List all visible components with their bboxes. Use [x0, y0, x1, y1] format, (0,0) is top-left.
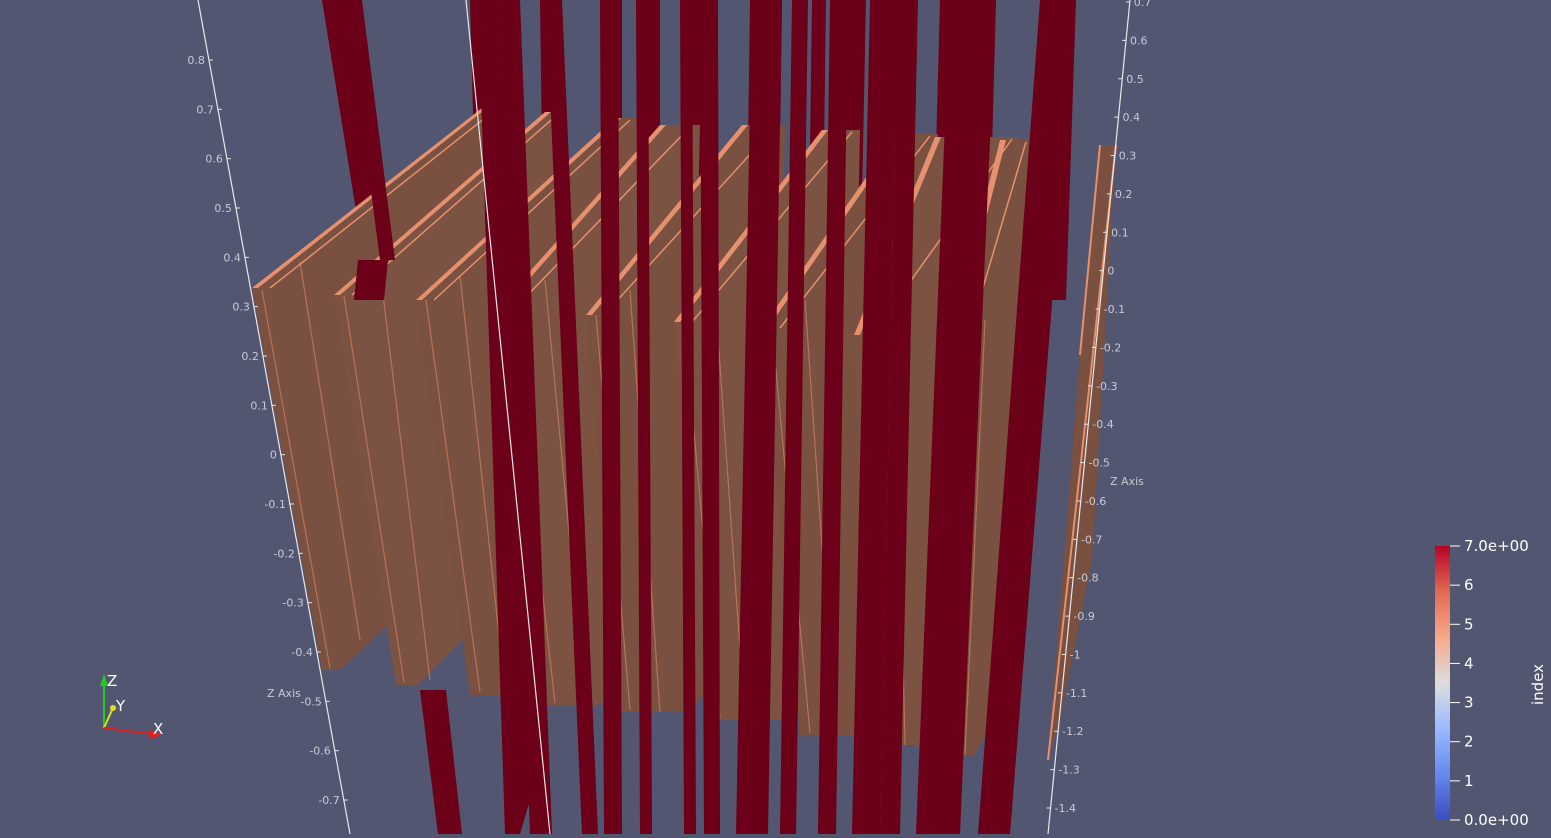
- orientation-x-label: X: [153, 720, 163, 738]
- left-axis-tick-label: -0.6: [309, 745, 330, 758]
- right-axis-tick-label: 0.1: [1111, 226, 1129, 239]
- right-axis-tick-label: 0: [1107, 265, 1114, 278]
- right-axis-tick-label: -0.1: [1104, 303, 1125, 316]
- orientation-axes: Z Y X: [100, 672, 163, 739]
- right-axis-tick-label: 0.4: [1122, 111, 1140, 124]
- rods-front: [346, 0, 1076, 834]
- right-axis-tick-label: 0.5: [1126, 73, 1144, 86]
- scalar-bar-label: 3: [1464, 694, 1474, 712]
- right-axis-tick-label: -1.3: [1058, 764, 1079, 777]
- left-axis-tick-label: 0.6: [205, 153, 223, 166]
- right-axis-tick-label: 0.7: [1134, 0, 1152, 9]
- right-axis-tick-label: 0.2: [1115, 188, 1133, 201]
- right-axis-tick-label: 0.3: [1119, 150, 1137, 163]
- left-axis-tick-label: 0.7: [196, 103, 214, 116]
- right-axis-tick-label: -0.9: [1073, 610, 1094, 623]
- scalar-bar-label: 7.0e+00: [1464, 537, 1529, 555]
- scalar-bar-label: 4: [1464, 654, 1474, 672]
- right-axis-tick-label: -0.8: [1077, 572, 1098, 585]
- left-z-axis: 0.8 0.7 0.6 0.5 0.4 0.3 0.2 0.1 0 -0.1 -0.2 -0.3 -0.…: [187, 0, 351, 835]
- scalar-bar-title: index: [1529, 664, 1547, 705]
- left-axis-tick-label: 0.8: [187, 54, 205, 67]
- scalar-bar-label: 6: [1464, 576, 1474, 594]
- right-axis-tick-label: -0.6: [1085, 495, 1106, 508]
- left-axis-tick-label: 0.1: [250, 399, 268, 412]
- left-axis-tick-label: -0.1: [264, 498, 285, 511]
- left-axis-tick-label: 0.4: [223, 251, 241, 264]
- right-axis-tick-label: -1.2: [1062, 725, 1083, 738]
- right-axis-title: Z Axis: [1110, 475, 1144, 488]
- left-axis-tick-label: 0: [270, 449, 277, 462]
- right-axis-tick-label: -1.1: [1066, 687, 1087, 700]
- orientation-z-label: Z: [107, 672, 117, 690]
- left-axis-tick-label: 0.2: [241, 350, 259, 363]
- left-axis-tick-label: 0.5: [214, 202, 232, 215]
- colormap-bar: [1435, 546, 1450, 820]
- left-axis-tick-label: -0.5: [300, 695, 321, 708]
- scalar-bar-label: 5: [1464, 615, 1474, 633]
- scalar-bar-label: 2: [1464, 733, 1474, 751]
- left-axis-title: Z Axis: [267, 687, 301, 700]
- right-axis-tick-label: -0.5: [1089, 457, 1110, 470]
- right-axis-tick-label: -0.3: [1096, 380, 1117, 393]
- right-axis-tick-label: 0.6: [1130, 34, 1148, 47]
- left-axis-tick-label: -0.3: [282, 597, 303, 610]
- right-z-axis: 0.7 0.6 0.5 0.4 0.3 0.2 0.1 0 -0.1 -0.2 -0.3 -0.4 -0…: [1046, 0, 1152, 835]
- right-axis-tick-label: -0.2: [1100, 341, 1121, 354]
- scalar-bar-label: 0.0e+00: [1464, 811, 1529, 829]
- right-axis-tick-label: -1: [1070, 648, 1081, 661]
- orientation-y-label: Y: [115, 697, 126, 715]
- left-axis-tick-label: -0.4: [291, 646, 312, 659]
- right-axis-tick-label: -0.7: [1081, 533, 1102, 546]
- grid-axis-line: [465, 0, 551, 835]
- left-axis-tick-label: -0.2: [273, 547, 294, 560]
- left-axis-tick-label: 0.3: [232, 301, 250, 314]
- right-axis-tick-label: -1.4: [1055, 802, 1076, 815]
- left-axis-tick-label: -0.7: [318, 794, 339, 807]
- scalar-bar-label: 1: [1464, 772, 1474, 790]
- right-axis-tick-label: -0.4: [1092, 418, 1113, 431]
- scalar-bar: 7.0e+00 6 5 4 3 2 1 0.0e+00 index: [1435, 537, 1547, 829]
